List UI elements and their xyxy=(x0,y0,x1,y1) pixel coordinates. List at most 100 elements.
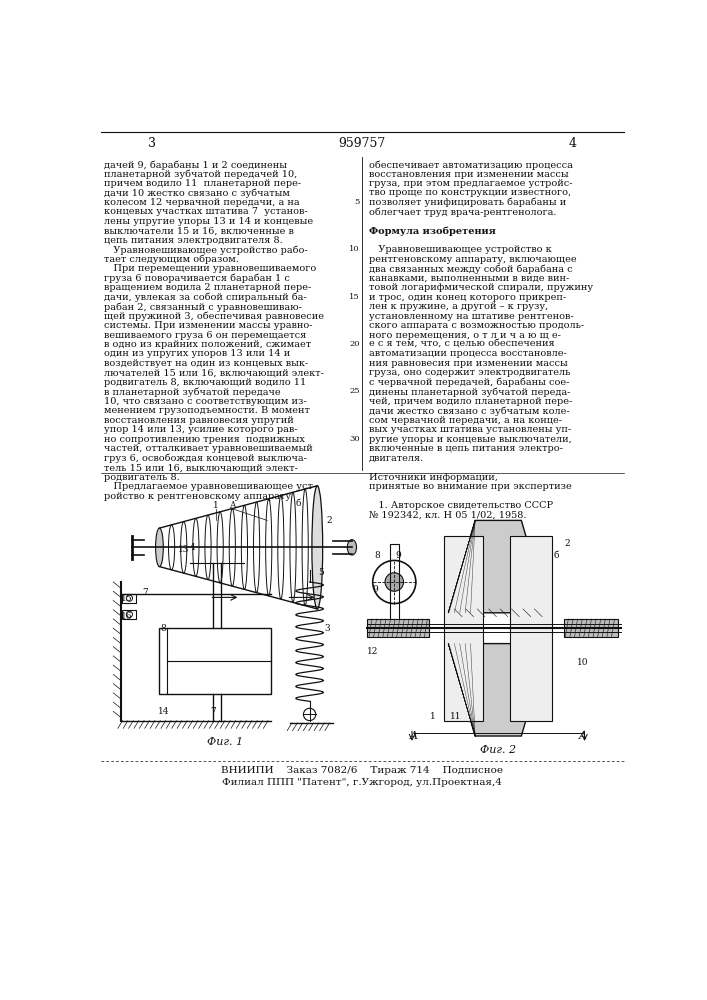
Text: 10, что связано с соответствующим из-: 10, что связано с соответствующим из- xyxy=(104,397,307,406)
Text: Уравновешивающее устройство к: Уравновешивающее устройство к xyxy=(369,245,551,254)
Text: лен к пружине, а другой – к грузу,: лен к пружине, а другой – к грузу, xyxy=(369,302,548,311)
Text: ного перемещения, о т л и ч а ю щ е-: ного перемещения, о т л и ч а ю щ е- xyxy=(369,331,561,340)
Text: 3: 3 xyxy=(148,137,156,150)
Text: чей, причем водило планетарной пере-: чей, причем водило планетарной пере- xyxy=(369,397,572,406)
Text: ского аппарата с возможностью продоль-: ского аппарата с возможностью продоль- xyxy=(369,321,584,330)
Text: 9: 9 xyxy=(395,551,401,560)
Text: канавками, выполненными в виде вин-: канавками, выполненными в виде вин- xyxy=(369,274,569,283)
Text: Предлагаемое уравновешивающее уст-: Предлагаемое уравновешивающее уст- xyxy=(104,482,316,491)
Text: и трос, один конец которого прикреп-: и трос, один конец которого прикреп- xyxy=(369,293,566,302)
Text: два связанных между собой барабана с: два связанных между собой барабана с xyxy=(369,264,573,274)
Text: дачей 9, барабаны 1 и 2 соединены: дачей 9, барабаны 1 и 2 соединены xyxy=(104,160,287,170)
Text: ния равновесия при изменении массы: ния равновесия при изменении массы xyxy=(369,359,568,368)
Text: 20: 20 xyxy=(349,340,360,348)
Bar xyxy=(510,536,552,721)
Text: б: б xyxy=(554,551,559,560)
Text: родвигатель 8.: родвигатель 8. xyxy=(104,473,180,482)
Text: При перемещении уравновешиваемого: При перемещении уравновешиваемого xyxy=(104,264,316,273)
Text: в одно из крайних положений, сжимает: в одно из крайних положений, сжимает xyxy=(104,340,311,349)
Text: Фиг. 1: Фиг. 1 xyxy=(207,737,243,747)
Text: лены упругие упоры 13 и 14 и концевые: лены упругие упоры 13 и 14 и концевые xyxy=(104,217,313,226)
Text: груза, оно содержит электродвигатель: груза, оно содержит электродвигатель xyxy=(369,368,571,377)
Text: сом червачной передачи, а на конце-: сом червачной передачи, а на конце- xyxy=(369,416,562,425)
Text: колесом 12 червачной передачи, а на: колесом 12 червачной передачи, а на xyxy=(104,198,300,207)
Text: восстановления при изменении массы: восстановления при изменении массы xyxy=(369,170,568,179)
Text: 2: 2 xyxy=(565,539,571,548)
Text: A: A xyxy=(409,731,418,741)
Text: Формула изобретения: Формула изобретения xyxy=(369,226,496,236)
Text: 30: 30 xyxy=(349,435,360,443)
Text: 4: 4 xyxy=(189,543,195,552)
Text: груза 6 поворачивается барабан 1 с: груза 6 поворачивается барабан 1 с xyxy=(104,274,290,283)
Text: груза, при этом предлагаемое устройс-: груза, при этом предлагаемое устройс- xyxy=(369,179,573,188)
Circle shape xyxy=(373,560,416,604)
Text: установленному на штативе рентгенов-: установленному на штативе рентгенов- xyxy=(369,312,573,321)
Text: 12: 12 xyxy=(367,647,378,656)
Bar xyxy=(390,544,399,620)
Text: 7: 7 xyxy=(211,707,216,716)
Text: 959757: 959757 xyxy=(339,137,385,150)
Text: 4: 4 xyxy=(569,137,577,150)
Text: 7: 7 xyxy=(143,588,148,597)
Text: концевых участках штатива 7  установ-: концевых участках штатива 7 установ- xyxy=(104,207,308,216)
Text: 10: 10 xyxy=(577,658,589,667)
Text: груз 6, освобождая концевой выключа-: груз 6, освобождая концевой выключа- xyxy=(104,454,307,463)
Text: Источники информации,: Источники информации, xyxy=(369,473,498,482)
Text: 3: 3 xyxy=(325,624,330,633)
Text: цепь питания электродвигателя 8.: цепь питания электродвигателя 8. xyxy=(104,236,283,245)
Bar xyxy=(368,619,429,637)
Text: воздействует на один из концевых вык-: воздействует на один из концевых вык- xyxy=(104,359,308,368)
Text: лючателей 15 или 16, включающий элект-: лючателей 15 или 16, включающий элект- xyxy=(104,368,324,377)
Text: 2: 2 xyxy=(326,516,332,525)
Text: 11: 11 xyxy=(450,712,462,721)
Text: тает следующим образом.: тает следующим образом. xyxy=(104,255,239,264)
Text: позволяет унифицировать барабаны и: позволяет унифицировать барабаны и xyxy=(369,198,566,207)
Text: № 192342, кл. Н 05 1/02, 1958.: № 192342, кл. Н 05 1/02, 1958. xyxy=(369,510,527,519)
Text: принятые во внимание при экспертизе: принятые во внимание при экспертизе xyxy=(369,482,572,491)
Text: тво проще по конструкции известного,: тво проще по конструкции известного, xyxy=(369,188,571,197)
Text: рабан 2, связанный с уравновешиваю-: рабан 2, связанный с уравновешиваю- xyxy=(104,302,302,312)
Text: A: A xyxy=(229,500,236,510)
Text: вращением водила 2 планетарной пере-: вращением водила 2 планетарной пере- xyxy=(104,283,311,292)
Text: 13: 13 xyxy=(178,545,189,554)
Text: но сопротивлению трения  подвижных: но сопротивлению трения подвижных xyxy=(104,435,305,444)
Text: 9: 9 xyxy=(372,585,378,594)
Text: 1. Авторское свидетельство СССР: 1. Авторское свидетельство СССР xyxy=(369,501,553,510)
Text: 8: 8 xyxy=(375,551,380,560)
Text: динены планетарной зубчатой переда-: динены планетарной зубчатой переда- xyxy=(369,387,571,397)
Text: родвигатель 8, включающий водило 11: родвигатель 8, включающий водило 11 xyxy=(104,378,306,387)
Bar xyxy=(122,594,136,603)
Text: дачи жестко связано с зубчатым коле-: дачи жестко связано с зубчатым коле- xyxy=(369,406,570,416)
Bar xyxy=(160,628,271,694)
Text: рентгеновскому аппарату, включающее: рентгеновскому аппарату, включающее xyxy=(369,255,576,264)
Text: 15: 15 xyxy=(349,293,360,301)
Polygon shape xyxy=(448,644,549,736)
Text: Фиг. 2: Фиг. 2 xyxy=(480,745,516,755)
Circle shape xyxy=(385,573,404,591)
Text: 5: 5 xyxy=(354,198,360,206)
Text: Уравновешивающее устройство рабо-: Уравновешивающее устройство рабо- xyxy=(104,245,308,255)
Text: вешиваемого груза 6 он перемещается: вешиваемого груза 6 он перемещается xyxy=(104,331,306,340)
Text: ругие упоры и концевые выключатели,: ругие упоры и концевые выключатели, xyxy=(369,435,572,444)
Text: планетарной зубчатой передачей 10,: планетарной зубчатой передачей 10, xyxy=(104,170,297,179)
Text: упор 14 или 13, усилие которого рав-: упор 14 или 13, усилие которого рав- xyxy=(104,425,298,434)
Text: 25: 25 xyxy=(349,387,360,395)
Text: менением грузоподъемности. В момент: менением грузоподъемности. В момент xyxy=(104,406,310,415)
Text: тель 15 или 16, выключающий элект-: тель 15 или 16, выключающий элект- xyxy=(104,463,298,472)
Text: один из упругих упоров 13 или 14 и: один из упругих упоров 13 или 14 и xyxy=(104,349,291,358)
Text: автоматизации процесса восстановле-: автоматизации процесса восстановле- xyxy=(369,349,566,358)
Bar xyxy=(122,610,136,619)
Text: Филиал ППП "Патент", г.Ужгород, ул.Проектная,4: Филиал ППП "Патент", г.Ужгород, ул.Проек… xyxy=(222,778,502,787)
Text: A: A xyxy=(579,731,587,741)
Text: с червачной передачей, барабаны сое-: с червачной передачей, барабаны сое- xyxy=(369,378,569,387)
Text: 15: 15 xyxy=(120,594,132,603)
Ellipse shape xyxy=(347,540,356,555)
Text: 8: 8 xyxy=(160,624,166,633)
Ellipse shape xyxy=(312,486,322,609)
Polygon shape xyxy=(448,520,549,613)
Text: дачи 10 жестко связано с зубчатым: дачи 10 жестко связано с зубчатым xyxy=(104,188,290,198)
Text: обеспечивает автоматизацию процесса: обеспечивает автоматизацию процесса xyxy=(369,160,573,170)
Text: товой логарифмической спирали, пружину: товой логарифмической спирали, пружину xyxy=(369,283,593,292)
Text: системы. При изменении массы уравно-: системы. При изменении массы уравно- xyxy=(104,321,312,330)
Text: вых участках штатива установлены уп-: вых участках штатива установлены уп- xyxy=(369,425,571,434)
